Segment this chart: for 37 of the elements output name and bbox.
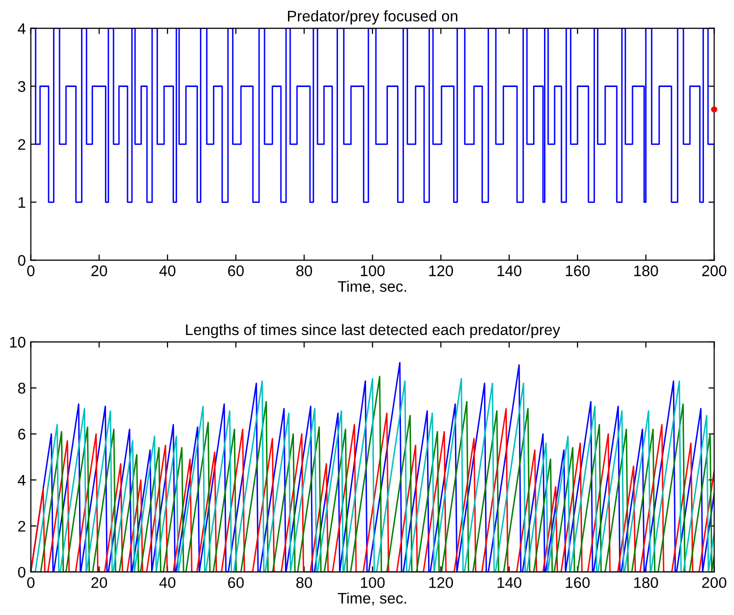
x-tick-label: 140 [498, 577, 522, 588]
y-tick-label: 3 [18, 81, 26, 92]
x-tick-label: 60 [228, 577, 244, 588]
x-tick-label: 40 [159, 265, 176, 276]
x-tick-label: 80 [296, 265, 312, 276]
x-tick-label: 60 [228, 265, 244, 276]
y-tick-label: 2 [18, 139, 26, 150]
y-tick-label: 4 [18, 474, 26, 486]
chart-title: Predator/prey focused on [288, 10, 458, 25]
x-axis-title: Time, sec. [338, 592, 406, 606]
x-tick-label: 120 [429, 577, 453, 588]
x-tick-label: 0 [27, 265, 34, 276]
x-tick-label: 180 [634, 577, 658, 588]
x-tick-label: 200 [702, 577, 726, 588]
x-tick-label: 100 [360, 577, 385, 588]
y-tick-label: 1 [18, 197, 26, 208]
x-tick-label: 20 [91, 577, 108, 588]
x-tick-label: 180 [634, 265, 658, 276]
x-tick-label: 160 [566, 265, 590, 276]
x-tick-label: 200 [702, 265, 726, 276]
x-tick-label: 100 [360, 265, 385, 276]
y-tick-label: 0 [18, 255, 26, 266]
x-tick-label: 120 [429, 265, 453, 276]
y-tick-label: 10 [10, 336, 26, 348]
x-tick-label: 160 [566, 577, 590, 588]
y-tick-label: 0 [18, 566, 26, 578]
x-tick-label: 140 [498, 265, 522, 276]
x-axis-title: Time, sec. [338, 280, 406, 294]
y-tick-label: 6 [18, 428, 26, 440]
x-tick-label: 20 [91, 265, 108, 276]
x-tick-label: 0 [27, 577, 34, 588]
y-tick-label: 8 [18, 382, 26, 394]
x-tick-label: 40 [159, 577, 176, 588]
y-tick-label: 4 [18, 23, 26, 34]
x-tick-label: 80 [296, 577, 312, 588]
chart-title: Lengths of times since last detected each predator/prey [186, 324, 560, 338]
y-tick-label: 2 [18, 520, 26, 532]
